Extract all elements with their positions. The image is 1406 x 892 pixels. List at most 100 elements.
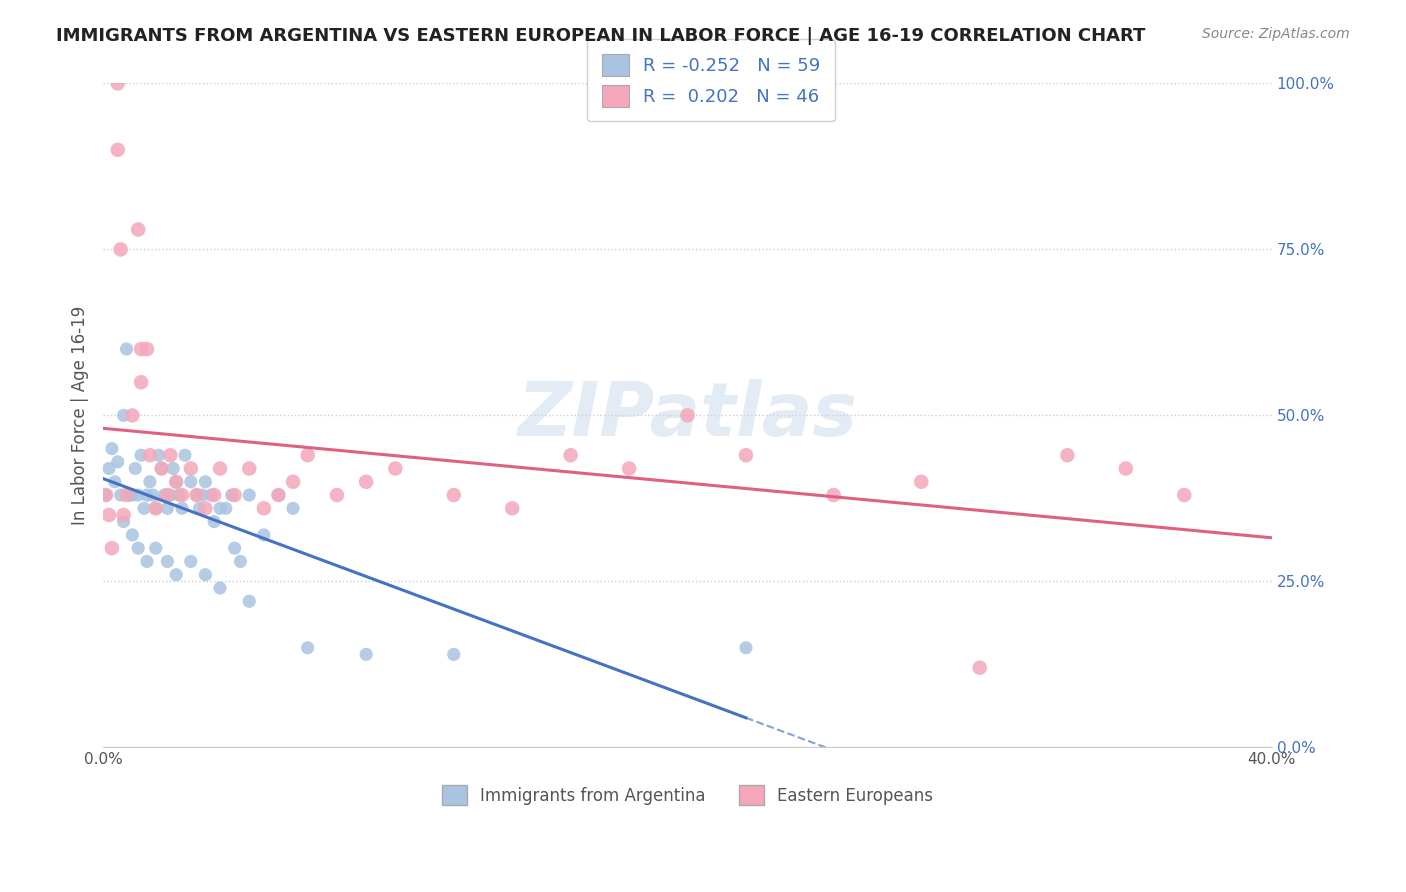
Point [194, 567, 217, 582]
Point [112, 409, 135, 423]
Point [129, 448, 152, 462]
Point [101, 442, 124, 456]
Point [354, 475, 377, 489]
Point [118, 488, 141, 502]
Point [98, 508, 121, 522]
Point [1056, 448, 1078, 462]
Point [98, 461, 121, 475]
Legend: Immigrants from Argentina, Eastern Europeans: Immigrants from Argentina, Eastern Europ… [434, 779, 941, 812]
Point [224, 488, 246, 502]
Point [180, 554, 202, 568]
Point [208, 461, 231, 475]
Point [560, 448, 582, 462]
Point [121, 528, 143, 542]
Point [159, 448, 181, 462]
Point [221, 488, 243, 502]
Point [127, 488, 149, 502]
Point [676, 409, 699, 423]
Point [443, 648, 465, 662]
Point [354, 648, 377, 662]
Point [1173, 488, 1195, 502]
Point [165, 567, 187, 582]
Point [136, 488, 159, 502]
Point [823, 488, 845, 502]
Point [910, 475, 932, 489]
Point [148, 448, 170, 462]
Point [617, 461, 640, 475]
Point [129, 375, 152, 389]
Text: ZIPatlas: ZIPatlas [517, 379, 858, 452]
Point [129, 342, 152, 356]
Point [107, 143, 129, 157]
Point [112, 515, 135, 529]
Point [165, 475, 187, 489]
Point [297, 640, 319, 655]
Point [145, 501, 167, 516]
Point [208, 581, 231, 595]
Point [139, 448, 162, 462]
Point [139, 475, 162, 489]
Point [229, 554, 252, 568]
Point [170, 488, 193, 502]
Point [735, 640, 758, 655]
Point [107, 455, 129, 469]
Point [174, 448, 197, 462]
Point [326, 488, 349, 502]
Point [238, 488, 260, 502]
Point [501, 501, 523, 516]
Point [112, 508, 135, 522]
Point [215, 501, 238, 516]
Point [253, 501, 276, 516]
Point [150, 461, 173, 475]
Point [94, 488, 117, 502]
Point [101, 541, 124, 556]
Point [202, 515, 225, 529]
Point [267, 488, 290, 502]
Point [253, 528, 276, 542]
Point [124, 461, 146, 475]
Point [145, 541, 167, 556]
Point [110, 488, 132, 502]
Point [145, 501, 167, 516]
Point [208, 501, 231, 516]
Point [1115, 461, 1137, 475]
Point [115, 342, 138, 356]
Point [194, 501, 217, 516]
Text: Source: ZipAtlas.com: Source: ZipAtlas.com [1202, 27, 1350, 41]
Point [121, 409, 143, 423]
Y-axis label: In Labor Force | Age 16-19: In Labor Force | Age 16-19 [72, 306, 89, 525]
Point [132, 501, 155, 516]
Point [104, 475, 127, 489]
Point [127, 222, 149, 236]
Point [170, 501, 193, 516]
Point [194, 475, 217, 489]
Point [238, 594, 260, 608]
Point [107, 77, 129, 91]
Point [180, 461, 202, 475]
Point [142, 488, 165, 502]
Point [156, 501, 179, 516]
Point [156, 554, 179, 568]
Point [224, 541, 246, 556]
Point [202, 488, 225, 502]
Point [735, 448, 758, 462]
Point [297, 448, 319, 462]
Point [115, 488, 138, 502]
Point [267, 488, 290, 502]
Point [969, 661, 991, 675]
Point [127, 541, 149, 556]
Point [110, 243, 132, 257]
Point [384, 461, 406, 475]
Point [121, 488, 143, 502]
Point [200, 488, 222, 502]
Point [238, 461, 260, 475]
Point [180, 475, 202, 489]
Point [281, 501, 304, 516]
Point [136, 342, 159, 356]
Point [162, 461, 184, 475]
Point [191, 488, 214, 502]
Point [94, 488, 117, 502]
Point [186, 488, 208, 502]
Point [165, 475, 187, 489]
Point [150, 461, 173, 475]
